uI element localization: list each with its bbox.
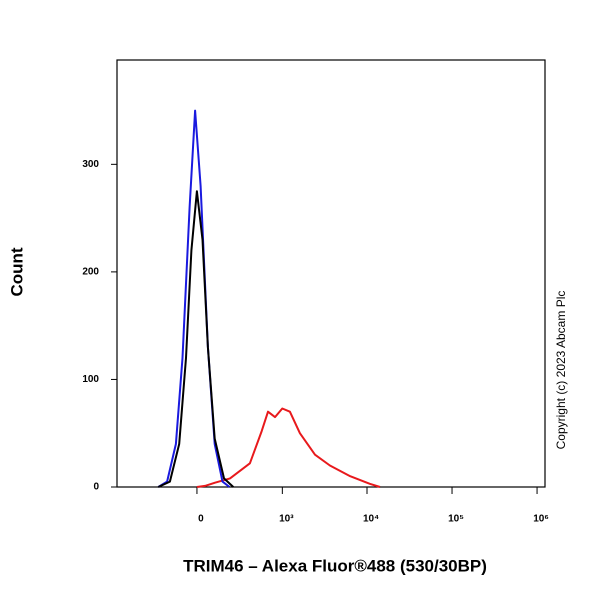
y-tick-label: 0 [93,482,99,493]
histogram-line [157,190,234,488]
y-tick-label: 100 [82,374,99,385]
histogram-line [157,109,231,488]
plot-frame [116,59,546,488]
x-tick-label: 10³ [279,514,294,525]
x-tick-label: 10⁵ [448,514,464,525]
x-tick-label: 10⁶ [533,514,549,525]
x-tick-label: 10⁴ [363,514,379,525]
copyright: Copyright (c) 2023 Abcam Plc [554,291,568,450]
x-tick-label: 0 [198,514,204,525]
histogram-line [196,407,381,488]
y-tick-label: 200 [82,267,99,278]
x-axis-label: TRIM46 – Alexa Fluor®488 (530/30BP) [183,556,487,575]
y-axis-label: Count [7,247,26,296]
y-tick-label: 300 [82,159,99,170]
